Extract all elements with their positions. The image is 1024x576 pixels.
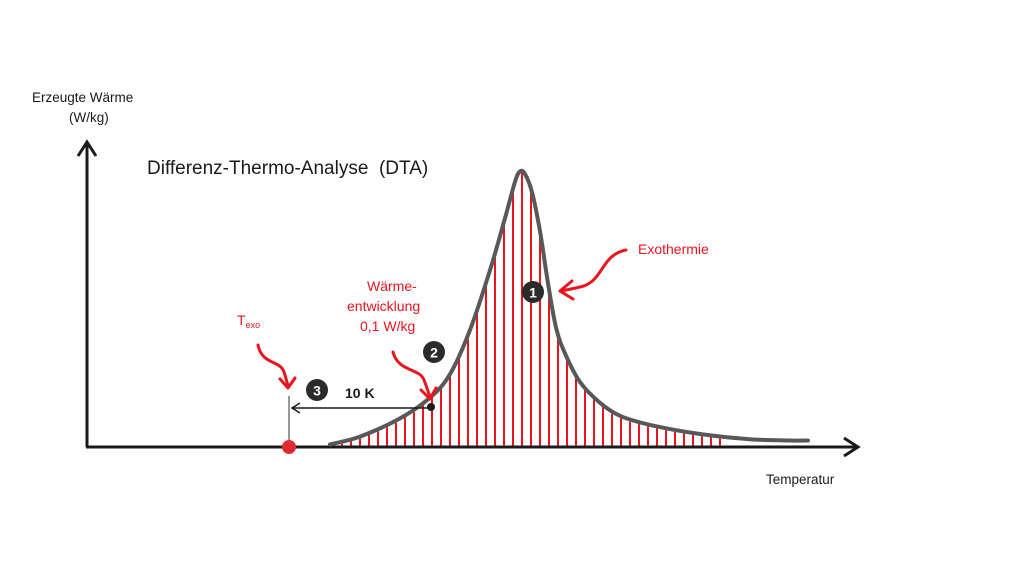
waerme-arrow	[391, 350, 432, 400]
marker-1: 1	[522, 281, 544, 303]
dta-curve	[328, 168, 810, 447]
marker-3: 3	[306, 379, 328, 401]
waerme-arrowhead	[419, 386, 438, 401]
axes	[76, 139, 861, 458]
exotherm-area-hatch	[341, 172, 721, 446]
delta-arrowhead	[290, 402, 301, 414]
y-axis-label-line2: (W/kg)	[69, 110, 109, 125]
texo-arrow	[256, 343, 290, 388]
marker-2: 2	[423, 341, 445, 363]
exothermie-label: Exothermie	[638, 241, 709, 257]
y-axis-label-line1: Erzeugte Wärme	[32, 90, 133, 105]
marker-3-label: 3	[313, 383, 321, 399]
exothermie-arrow	[558, 248, 628, 293]
texo-subscript: exo	[246, 320, 261, 330]
waerme-label-line1: Wärme-	[367, 278, 417, 294]
x-axis-label: Temperatur	[766, 472, 835, 487]
marker-1-label: 1	[529, 285, 537, 301]
delta-label: 10 K	[345, 385, 375, 401]
y-axis-arrowhead	[76, 139, 98, 157]
texo-arrowhead	[278, 376, 297, 390]
chart-title: Differenz-Thermo-Analyse (DTA)	[147, 158, 428, 179]
waerme-label-line3: 0,1 W/kg	[360, 318, 415, 334]
texo-point	[282, 440, 296, 454]
onset-point	[427, 403, 435, 411]
x-axis-arrowhead	[843, 436, 861, 458]
texo-label: Texo	[237, 312, 260, 330]
marker-2-label: 2	[430, 345, 438, 361]
exothermie-arrowhead	[558, 279, 575, 301]
waerme-label-line2: entwicklung	[347, 298, 420, 314]
